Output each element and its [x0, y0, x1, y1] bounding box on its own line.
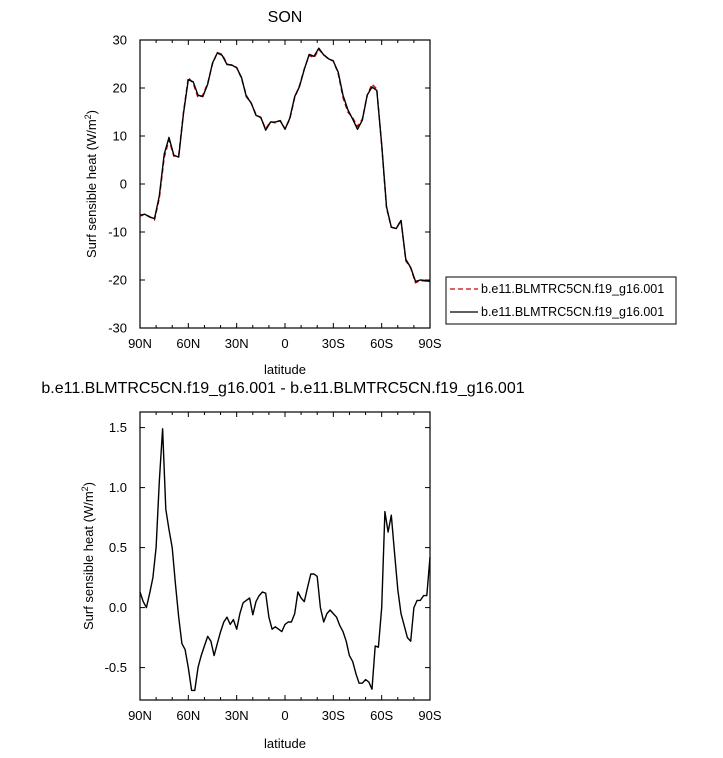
- y-tick-label: 20: [113, 81, 127, 96]
- chart-title: b.e11.BLMTRC5CN.f19_g16.001 - b.e11.BLMT…: [41, 380, 524, 397]
- x-tick-label: 90N: [128, 708, 152, 723]
- y-axis-label-main: Surf sensible heat (W/m: [81, 491, 96, 630]
- x-tick-label: 90N: [128, 336, 152, 351]
- x-tick-label: 0: [281, 708, 288, 723]
- legend: b.e11.BLMTRC5CN.f19_g16.001 b.e11.BLMTRC…: [445, 276, 677, 325]
- x-tick-label: 90S: [418, 336, 441, 351]
- series-group: [139, 47, 431, 284]
- x-tick-label: 60S: [370, 336, 393, 351]
- x-tick-label: 30N: [225, 708, 249, 723]
- x-tick-label: 60N: [176, 336, 200, 351]
- x-tick-label: 60S: [370, 708, 393, 723]
- y-tick-label: -0.5: [105, 660, 127, 675]
- y-tick-label: -30: [108, 321, 127, 336]
- y-tick-label: 1.5: [109, 420, 127, 435]
- x-tick-label: 30S: [322, 336, 345, 351]
- y-axis-label-close: ): [81, 482, 96, 486]
- legend-box: [445, 276, 677, 325]
- y-axis-label: Surf sensible heat (W/m2): [80, 482, 96, 630]
- y-tick-label: 0.0: [109, 600, 127, 615]
- legend-label-1: b.e11.BLMTRC5CN.f19_g16.001: [481, 282, 664, 296]
- series-group: [139, 428, 431, 692]
- y-axis-label-close: ): [84, 110, 99, 114]
- y-tick-label: 0: [120, 177, 127, 192]
- y-tick-label: -20: [108, 273, 127, 288]
- chart-bottom: b.e11.BLMTRC5CN.f19_g16.001 - b.e11.BLMT…: [41, 380, 524, 751]
- y-tick-label: 30: [113, 33, 127, 48]
- y-axis-label-sup: 2: [80, 486, 90, 491]
- x-tick-label: 0: [281, 336, 288, 351]
- x-axis-label: latitude: [264, 736, 306, 751]
- y-tick-label: 1.0: [109, 480, 127, 495]
- axis-ticks: 90N 60N 30N 0 30S 60S 90S -30 -20 -10 0 10 20 30: [108, 33, 442, 352]
- chart-title: SON: [268, 9, 303, 26]
- x-axis-label: latitude: [264, 362, 306, 377]
- y-tick-label: 0.5: [109, 540, 127, 555]
- axis-ticks: 90N 60N 30N 0 30S 60S 90S -0.5 0.0 0.5 1.0 1.5: [105, 412, 442, 723]
- y-axis-label: Surf sensible heat (W/m2): [83, 110, 99, 258]
- x-tick-label: 60N: [176, 708, 200, 723]
- y-tick-label: 10: [113, 129, 127, 144]
- y-tick-label: -10: [108, 225, 127, 240]
- series-line-1: [139, 48, 431, 284]
- y-axis-label-sup: 2: [83, 114, 93, 119]
- series-line-2: [139, 47, 431, 283]
- legend-label-2: b.e11.BLMTRC5CN.f19_g16.001: [481, 305, 664, 319]
- x-tick-label: 90S: [418, 708, 441, 723]
- x-tick-label: 30S: [322, 708, 345, 723]
- series-line-1: [139, 428, 431, 692]
- x-tick-label: 30N: [225, 336, 249, 351]
- y-axis-label-main: Surf sensible heat (W/m: [84, 119, 99, 258]
- chart-top: SON 90N 60N 30N 0 30S 60S 90S-30-20-100102030 …: [83, 9, 442, 377]
- plot-frame: [139, 411, 431, 701]
- plot-frame: [139, 39, 431, 329]
